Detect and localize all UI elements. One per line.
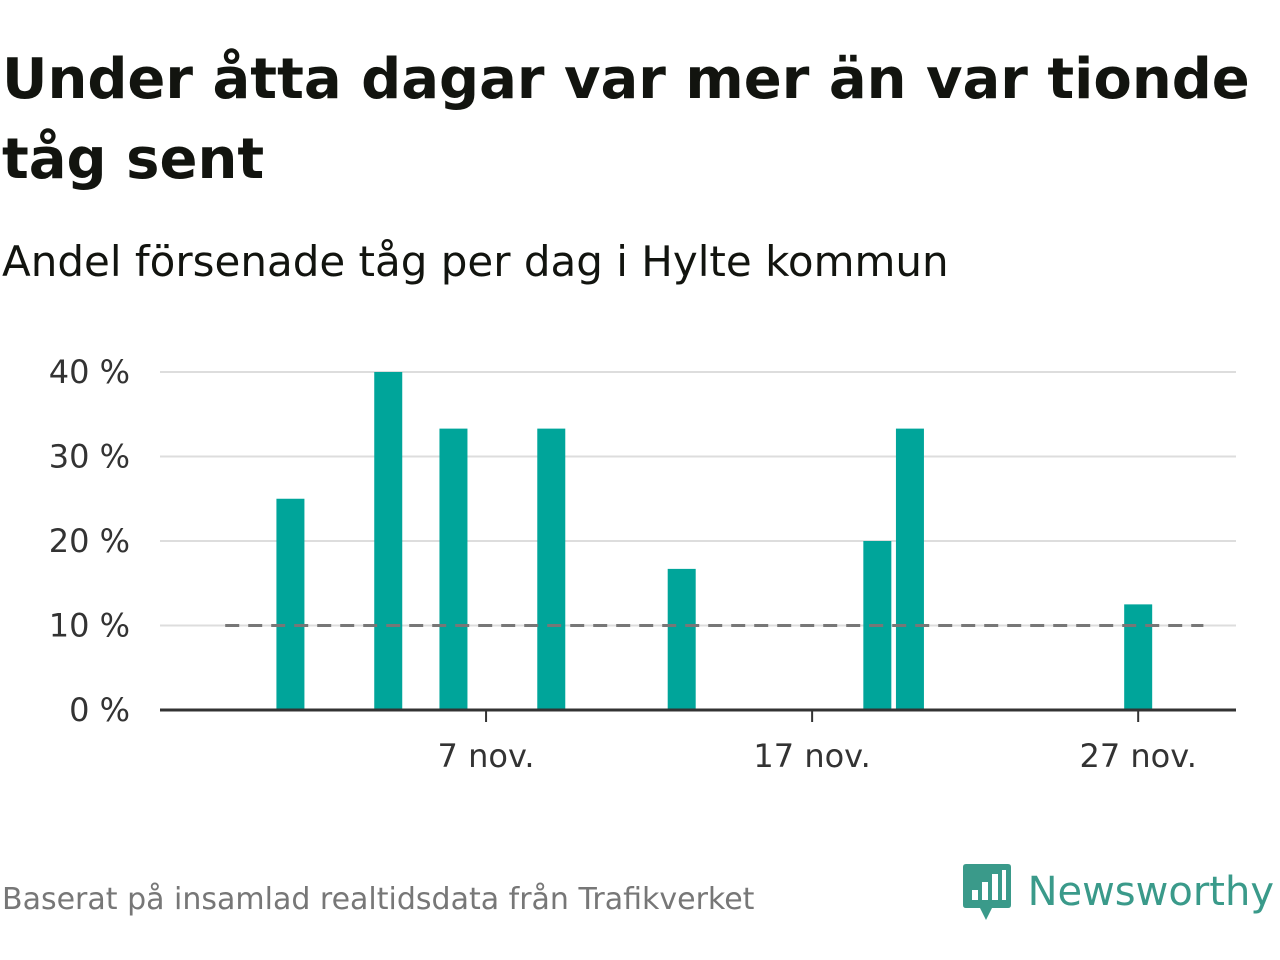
y-tick-label: 20 % bbox=[49, 522, 130, 560]
x-tick-label: 7 nov. bbox=[438, 737, 535, 775]
bar bbox=[374, 372, 403, 710]
bar bbox=[439, 428, 468, 710]
bar-chart: 0 % 10 % 20 % 30 % 40 % 7 nov. 17 nov. 27 nov. bbox=[49, 353, 1236, 775]
y-tick-label: 10 % bbox=[49, 607, 130, 645]
bar bbox=[895, 428, 924, 710]
bar bbox=[276, 498, 305, 710]
brand-name: Newsworthy bbox=[1027, 869, 1274, 915]
bar bbox=[667, 568, 696, 710]
axes: 0 % 10 % 20 % 30 % 40 % 7 nov. 17 nov. 27 nov. bbox=[49, 353, 1236, 775]
y-tick-label: 0 % bbox=[69, 691, 130, 729]
y-tick-label: 40 % bbox=[49, 353, 130, 391]
bar bbox=[1124, 604, 1153, 710]
chart-subtitle: Andel försenade tåg per dag i Hylte komm… bbox=[2, 237, 949, 286]
brand-logo: Newsworthy bbox=[962, 862, 1274, 922]
newsworthy-logo-icon bbox=[962, 864, 1011, 920]
chart-title: Under åtta dagar var mer än var tionde t… bbox=[2, 47, 1250, 192]
bar bbox=[537, 428, 566, 710]
x-tick-label: 17 nov. bbox=[753, 737, 870, 775]
source-note: Baserat på insamlad realtidsdata från Tr… bbox=[2, 882, 755, 917]
x-tick-label: 27 nov. bbox=[1079, 737, 1196, 775]
gridlines bbox=[160, 371, 1236, 627]
bars bbox=[276, 372, 1153, 710]
y-tick-label: 30 % bbox=[49, 438, 130, 476]
